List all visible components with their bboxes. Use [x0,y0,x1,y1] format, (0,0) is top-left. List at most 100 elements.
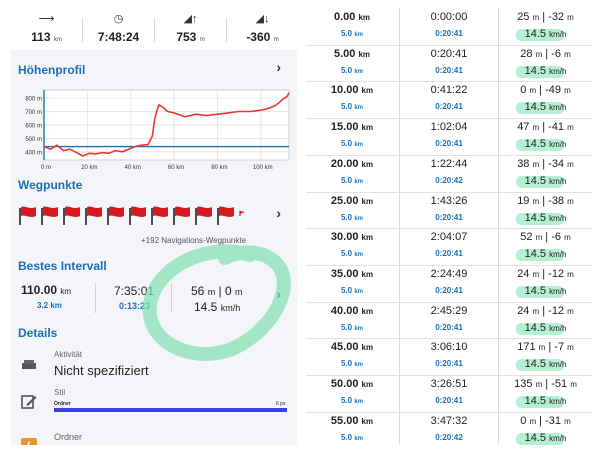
style-line-preview[interactable] [54,408,287,412]
interval-elev-up: 24 [517,267,530,280]
interval-elev-down: -49 [545,84,561,97]
interval-speed-value: 14.5 [524,211,546,224]
waypoint-flags[interactable] [17,204,277,230]
activity-value[interactable]: Nicht spezifiziert [54,363,149,378]
stat-descent-value: -360 [246,30,271,44]
interval-speed: 14.5 km/h [499,175,592,187]
interval-elevation: 0 m | -31 m [520,414,571,427]
table-row[interactable]: 5.00 km 5.0 km 0:20:41 0:20:41 28 m | -6 m 14… [306,44,592,81]
interval-elevation: 24 m | -12 m [517,267,574,280]
kmh-unit: km/h [549,433,567,443]
waypoints-title[interactable]: Wegpunkte [18,178,83,192]
table-row[interactable]: 20.00 km 5.0 km 1:22:44 0:20:42 38 m | -34 m… [306,154,592,191]
interval-start-km: 5.00 km [306,48,398,60]
speed-highlight [516,249,564,262]
kmh-unit: km/h [549,323,567,333]
km-unit: km [358,49,371,59]
interval-cumulative-time: 3:06:10 [430,341,468,354]
waypoint-flag-icon[interactable] [193,204,215,226]
interval-elev-down: -12 [548,267,565,280]
table-row[interactable]: 50.00 km 5.0 km 3:26:51 0:20:41 135 m | -51 … [306,375,592,411]
interval-speed: 14.5 km/h [499,28,592,40]
waypoint-flag-icon[interactable] [61,204,83,226]
interval-speed: 14.5 km/h [499,322,592,334]
kmh-unit: km/h [549,30,567,39]
waypoint-flag-small-icon[interactable] [237,204,259,226]
y-tick-label: 800 m [25,97,42,103]
table-row[interactable]: 15.00 km 5.0 km 1:02:04 0:20:41 47 m | -41 m… [306,118,592,154]
table-row[interactable]: 25.00 km 5.0 km 1:43:26 0:20:41 19 m | -38 m… [306,191,592,228]
speed-highlight [516,212,564,225]
interval-speed-value: 14.5 [524,138,546,151]
m-unit: m [529,416,537,426]
interval-segment-km: 5.0 km [306,66,398,75]
stat-distance-unit: km [53,37,62,43]
m-unit: m [567,269,574,279]
m-unit: m [564,86,571,96]
km-unit: km [354,215,364,222]
column-divider [399,8,400,445]
interval-speed-value: 14.5 [524,28,546,40]
waypoint-flag-icon[interactable] [39,204,61,226]
waypoint-flag-icon[interactable] [127,204,149,226]
waypoint-flag-icon[interactable] [105,204,127,226]
interval-elevation: 38 m | -34 m [517,157,574,170]
chevron-right-icon[interactable]: › [276,286,281,302]
interval-cumulative-time: 2:04:07 [430,231,468,244]
interval-speed: 14.5 km/h [499,395,592,407]
interval-segment-time: 0:20:41 [435,29,463,38]
interval-elev-up: 0 [520,84,527,97]
interval-start-km-value: 55.00 [330,414,359,427]
table-row[interactable]: 40.00 km 5.0 km 2:45:29 0:20:41 24 m | -12 m… [306,301,592,338]
waypoint-flag-icon[interactable] [17,204,39,226]
interval-start-km: 25.00 km [306,195,398,207]
interval-segment-km: 5.0 km [306,286,398,295]
km-unit: km [354,142,364,149]
interval-segment-km: 5.0 km [306,323,398,332]
table-row[interactable]: 45.00 km 5.0 km 3:06:10 0:20:41 171 m | -7 m… [306,338,592,374]
interval-elevation: 52 m | -6 m [520,231,571,244]
x-tick-label: 20 km [81,165,97,171]
interval-speed-value: 14.5 [524,395,546,407]
waypoint-flag-icon[interactable] [171,204,193,226]
chevron-right-icon[interactable]: › [276,205,281,221]
waypoint-flag-icon[interactable] [149,204,171,226]
interval-cumulative-time: 0:20:41 [430,47,468,60]
elevation-chart[interactable]: 800 m 700 m 600 m 500 m 400 m 0 m 20 km 40 km 60… [11,86,297,178]
elevation-profile-title[interactable]: Höhenprofil [18,63,86,77]
divider [171,283,172,313]
speed-highlight [516,322,564,335]
edit-icon[interactable] [20,393,38,411]
waypoint-flag-icon[interactable] [83,204,105,226]
m-unit: m [532,159,540,169]
interval-start-km-value: 10.00 [330,84,359,97]
km-unit: km [354,325,364,332]
interval-start-km-value: 40.00 [330,304,359,317]
interval-speed-value: 14.5 [524,358,546,371]
interval-start-km-value: 25.00 [330,194,359,207]
stats-bar: ⟶ 113 km ◷ 7:48:24 ◢↑ 753 m ◢↓ -360 m [11,8,297,50]
best-interval-title[interactable]: Bestes Intervall [18,259,107,273]
chevron-right-icon[interactable]: › [276,59,281,75]
km-unit: km [354,252,364,259]
m-unit: m [532,196,540,206]
table-row[interactable]: 35.00 km 5.0 km 2:24:49 0:20:41 24 m | -12 m… [306,264,592,301]
column-divider [498,8,499,445]
interval-segment-time: 0:20:41 [435,102,463,112]
interval-segment-km-value: 5.0 [340,175,353,185]
interval-elev-down: -31 [545,414,561,427]
m-unit: m [564,49,571,59]
kmh-unit: km/h [549,360,567,370]
interval-segment-km: 5.0 km [306,139,398,148]
m-unit: m [538,343,546,353]
km-unit: km [361,86,374,96]
interval-elev-up: 171 [517,341,536,354]
interval-start-km-value: 50.00 [330,378,359,390]
waypoint-flag-icon[interactable] [215,204,237,226]
best-interval-distance: 110.00 km [21,283,71,297]
